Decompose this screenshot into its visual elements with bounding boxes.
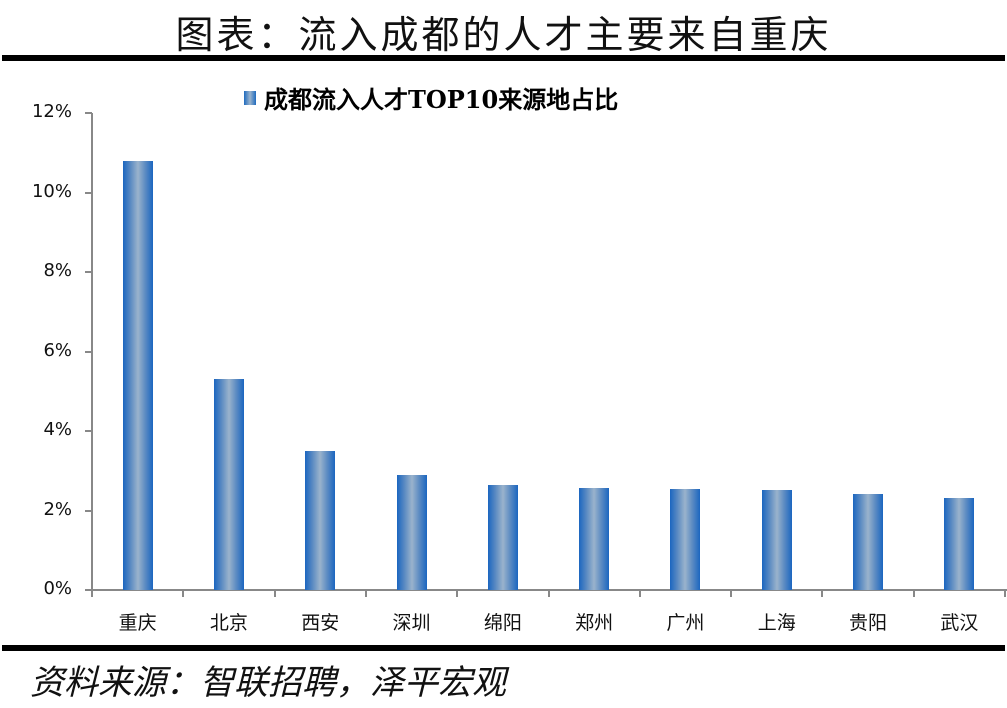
- x-category-label: 武汉: [940, 612, 979, 634]
- bar-8: [853, 493, 884, 590]
- y-tick-label: 4%: [43, 419, 72, 440]
- page-title: 图表：流入成都的人才主要来自重庆: [175, 13, 832, 57]
- x-category-label: 广州: [666, 612, 705, 634]
- y-tick-label: 6%: [43, 339, 72, 361]
- x-tick: [547, 590, 550, 597]
- x-tick: [456, 590, 459, 597]
- legend-swatch-icon: [244, 90, 256, 105]
- y-tick: [85, 509, 92, 512]
- x-tick: [273, 590, 276, 597]
- y-tick-label: 10%: [31, 180, 72, 202]
- legend-label: 成都流入人才TOP10来源地占比: [264, 85, 619, 114]
- y-tick-label: 12%: [31, 101, 72, 122]
- y-tick: [85, 271, 92, 273]
- x-category-label: 深圳: [392, 612, 431, 634]
- x-tick: [821, 590, 824, 597]
- x-category-label: 绵阳: [483, 612, 522, 634]
- bar-2: [305, 450, 336, 590]
- bar-9: [944, 497, 975, 590]
- y-tick: [85, 350, 92, 353]
- bar-0: [122, 160, 153, 590]
- top-divider: [2, 55, 1005, 61]
- bar-chart: 0% 2% 4% 6% 8% 10% 12% 重庆 北京 西安 深圳 绵阳 郑州 广州 上海 贵阳 武汉: [31, 101, 1007, 634]
- x-tick: [1004, 590, 1006, 597]
- x-category-label: 贵阳: [849, 612, 888, 634]
- x-tick: [912, 590, 915, 597]
- x-tick: [182, 590, 185, 597]
- y-tick-label: 8%: [43, 260, 72, 281]
- x-tick: [91, 590, 93, 597]
- y-tick: [85, 191, 92, 194]
- bar-6: [670, 488, 701, 590]
- bar-3: [396, 474, 427, 590]
- bar-1: [213, 379, 244, 590]
- y-tick-label: 2%: [43, 498, 72, 520]
- x-category-label: 北京: [209, 612, 248, 634]
- bar-5: [579, 487, 610, 590]
- bar-4: [487, 484, 518, 590]
- chart-legend: 成都流入人才TOP10来源地占比: [244, 80, 618, 115]
- x-category-label: 上海: [757, 612, 796, 634]
- x-category-label: 重庆: [118, 612, 157, 634]
- x-tick: [364, 590, 367, 597]
- bar-7: [761, 489, 792, 590]
- x-category-label: 西安: [301, 612, 340, 634]
- y-tick: [85, 589, 92, 591]
- y-axis: [91, 113, 93, 591]
- source-note: 资料来源：智联招聘，泽平宏观: [30, 663, 506, 703]
- y-tick: [85, 112, 92, 114]
- bottom-divider: [2, 645, 1005, 651]
- x-tick: [730, 590, 733, 597]
- x-tick: [638, 590, 641, 597]
- y-tick: [85, 430, 92, 432]
- y-tick-label: 0%: [43, 578, 72, 599]
- x-category-label: 郑州: [575, 612, 614, 634]
